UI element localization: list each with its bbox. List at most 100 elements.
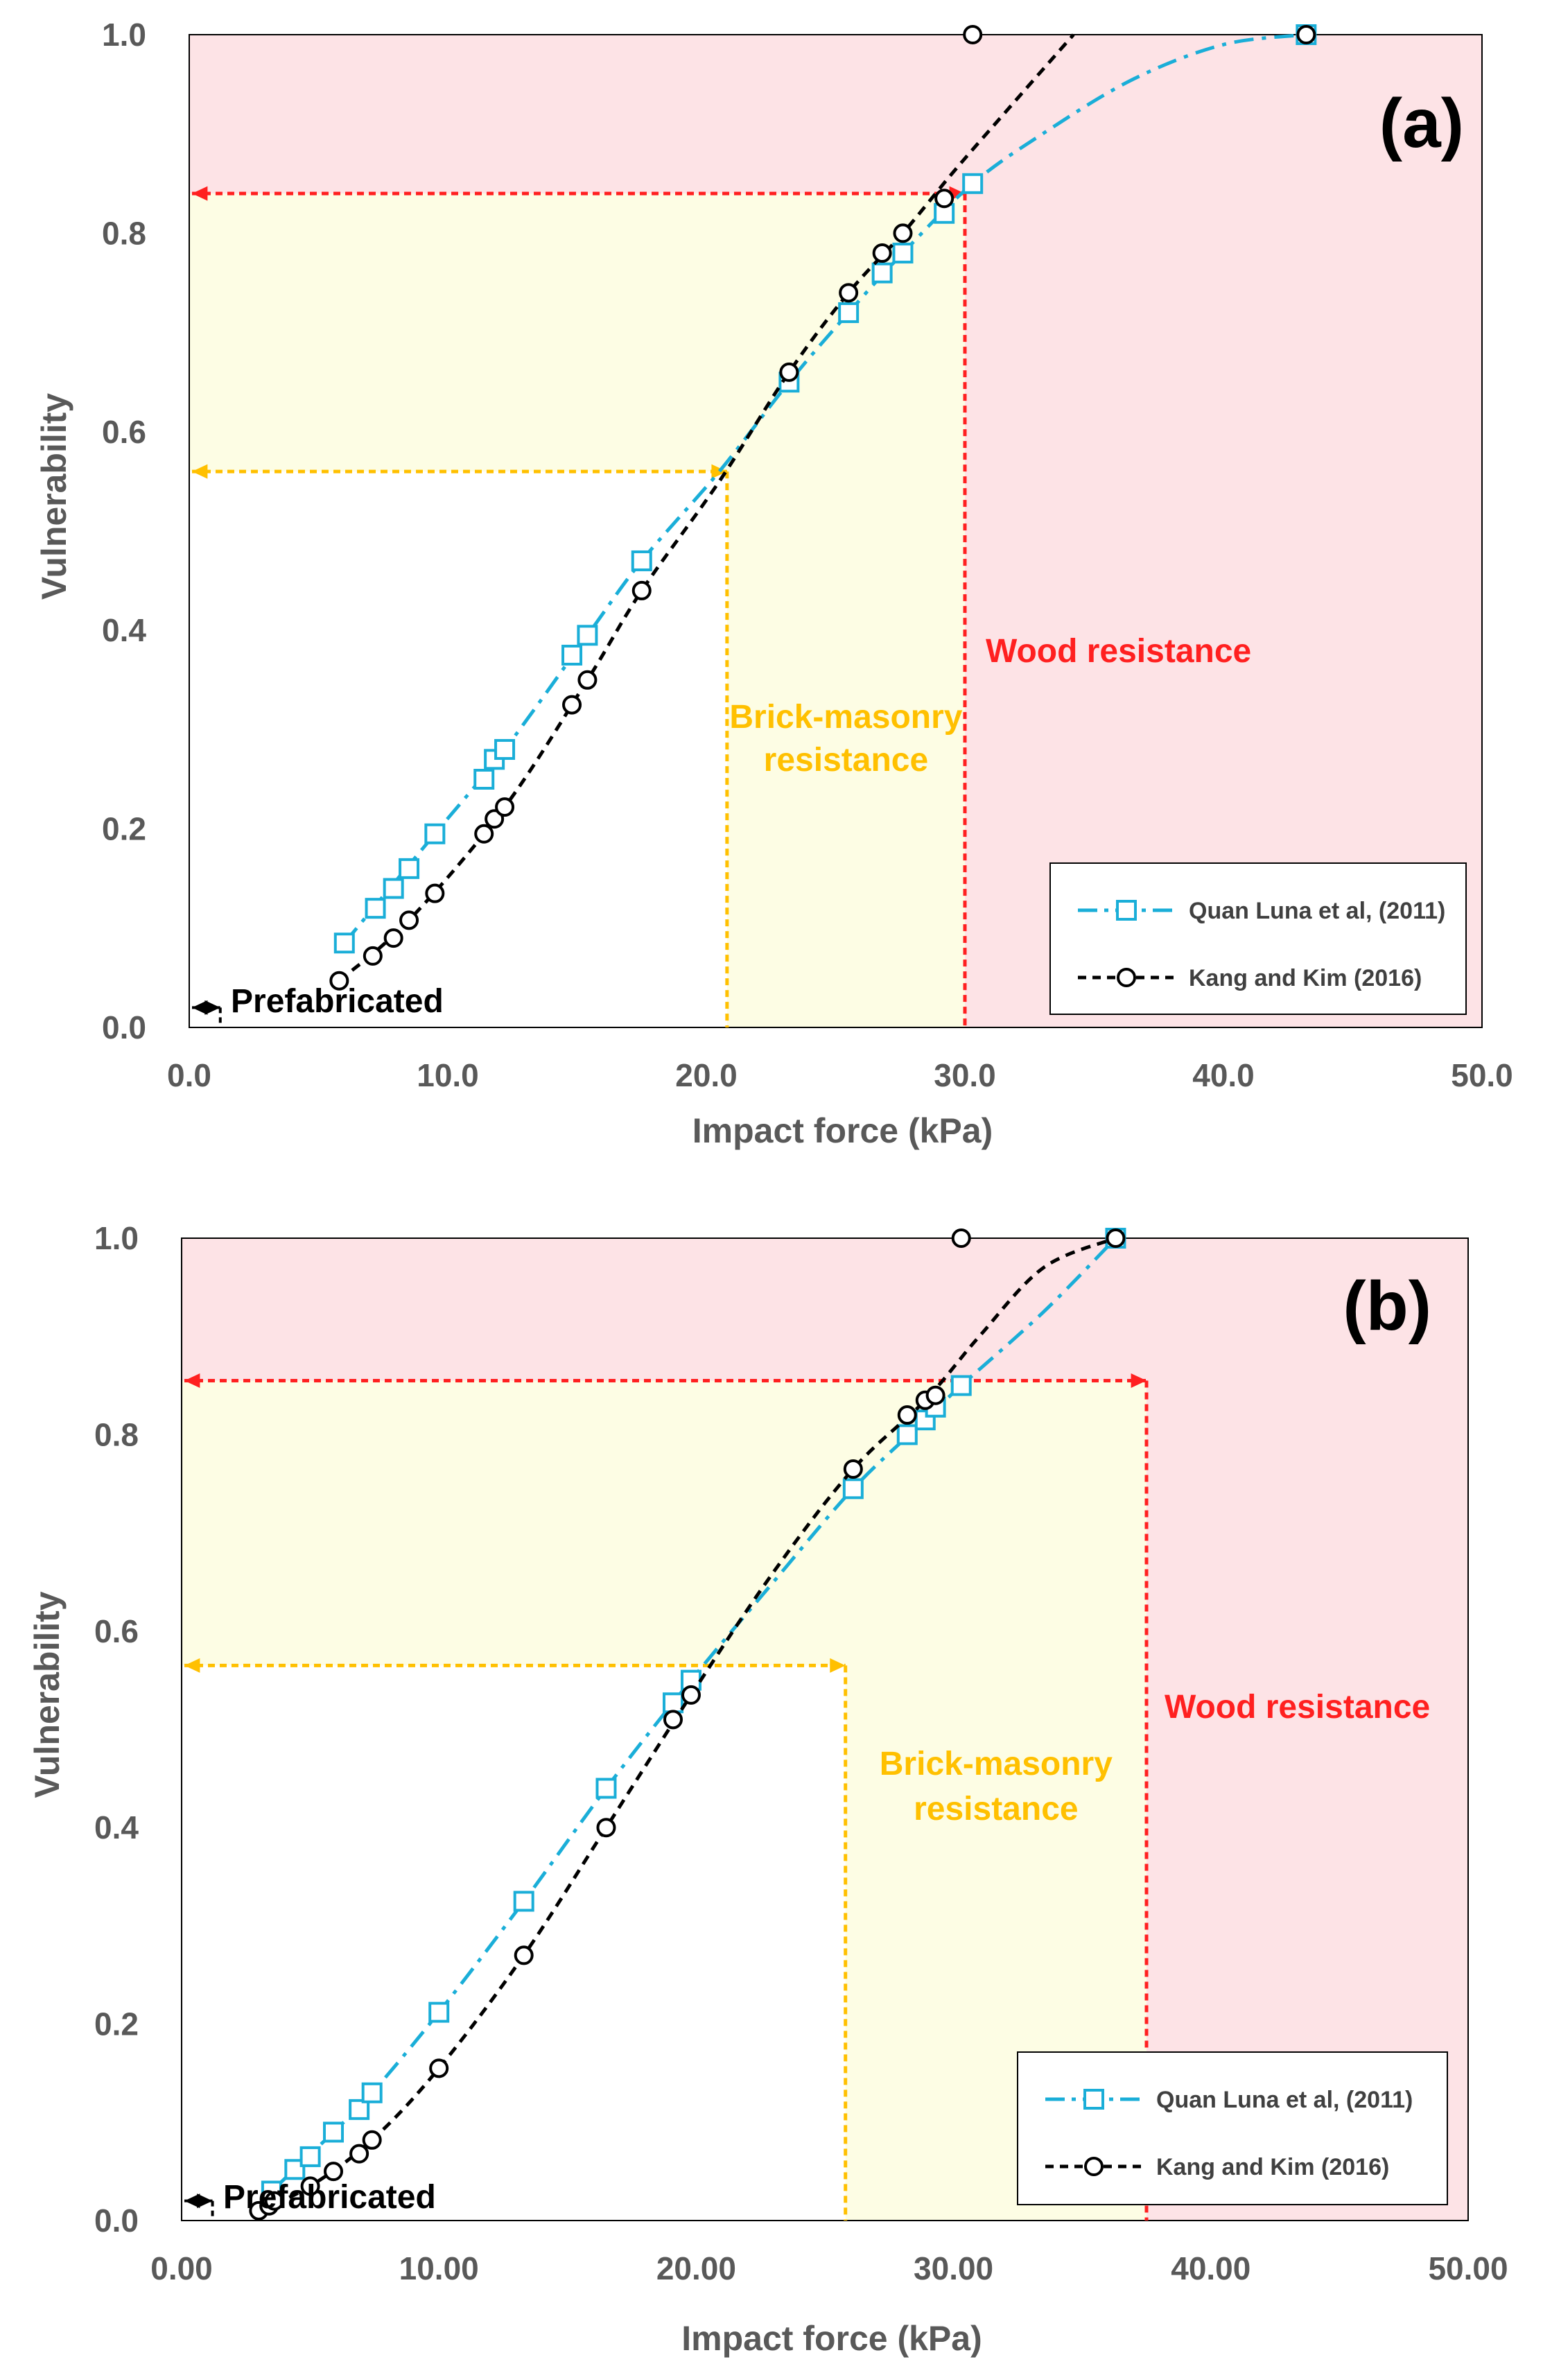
panel-label: (a) [1379, 85, 1464, 162]
wood-resistance-label: Wood resistance [986, 633, 1251, 670]
quan-luna-marker [365, 898, 386, 919]
y-tick-label: 0.2 [94, 2006, 139, 2042]
x-axis-ticks: 0.00 10.00 20.00 30.00 40.00 50.00 [150, 2250, 1508, 2286]
plot-area-frame [189, 34, 1483, 1028]
quan-luna-marker [323, 2121, 345, 2143]
y-axis-ticks: 0.0 0.2 0.4 0.6 0.8 1.0 [94, 1220, 139, 2239]
kang-kim-marker [329, 971, 349, 991]
legend-symbol-quan [1045, 2089, 1142, 2110]
x-tick-label: 50.0 [1451, 1057, 1513, 1093]
chart-panel-a: 0.0 0.2 0.4 0.6 0.8 1.0 0.0 10.0 20.0 30.0 40.0 50… [35, 17, 1513, 1150]
quan-luna-marker [595, 1778, 617, 1799]
quan-luna-marker [892, 243, 914, 264]
brick-resistance-label: resistance [764, 742, 929, 779]
quan-luna-marker [513, 1891, 534, 1912]
y-tick-label: 0.0 [94, 2203, 139, 2239]
quan-luna-marker [424, 823, 446, 844]
kang-kim-marker [1296, 25, 1316, 44]
quan-luna-marker [399, 858, 420, 879]
kang-kim-marker [779, 362, 799, 382]
y-axis-label: Vulnerability [35, 393, 73, 600]
y-tick-label: 0.0 [102, 1009, 146, 1045]
quan-luna-marker [361, 2082, 383, 2103]
data-series [249, 1228, 1126, 2221]
quan-luna-marker [662, 1692, 683, 1714]
prefabricated-arrow-left [192, 1000, 208, 1015]
x-tick-label: 30.00 [914, 2250, 993, 2286]
kang-kim-marker [363, 946, 383, 966]
legend-circle-marker [1084, 2157, 1104, 2176]
kang-kim-marker [681, 1685, 701, 1705]
kang-kim-marker [872, 243, 892, 263]
kang-kim-marker [429, 2058, 449, 2078]
y-tick-label: 0.2 [102, 811, 146, 847]
brick-arrow-left [192, 464, 208, 479]
brick-masonry-label: Brick-masonry [880, 1746, 1113, 1782]
quan-luna-marker [962, 173, 984, 194]
y-tick-label: 0.8 [102, 215, 146, 251]
y-axis-label: Vulnerability [28, 1591, 67, 1798]
brick-masonry-label: Brick-masonry [729, 699, 962, 736]
kang-kim-marker [897, 1405, 917, 1425]
x-tick-label: 10.00 [399, 2250, 479, 2286]
y-tick-label: 1.0 [94, 1220, 139, 1256]
y-tick-label: 0.6 [102, 414, 146, 450]
quan-luna-marker [494, 739, 516, 761]
kang-kim-marker [383, 928, 403, 948]
prefabricated-arrow-right [204, 1000, 220, 1015]
kang-kim-marker [495, 797, 515, 817]
x-tick-label: 50.00 [1428, 2250, 1508, 2286]
x-axis-label: Impact force (kPa) [681, 2319, 982, 2358]
quan-luna-marker [577, 625, 598, 646]
legend-entry-kang: Kang and Kim (2016) [1156, 2154, 1389, 2180]
kang-kim-marker [324, 2162, 344, 2182]
x-tick-label: 0.0 [167, 1057, 211, 1093]
legend: Quan Luna et al, (2011) Kang and Kim (20… [1049, 862, 1467, 1015]
kang-kim-marker [843, 1459, 863, 1479]
x-tick-label: 30.0 [934, 1057, 996, 1093]
panel-label: (b) [1343, 1267, 1431, 1345]
y-tick-label: 0.4 [94, 1809, 139, 1845]
quan-luna-marker [842, 1478, 864, 1500]
y-tick-label: 0.8 [94, 1416, 139, 1452]
y-tick-label: 0.6 [94, 1613, 139, 1649]
legend-box [1049, 862, 1467, 1015]
kang-kim-marker [264, 2191, 284, 2211]
x-tick-label: 10.0 [417, 1057, 479, 1093]
legend-symbol-quan [1078, 900, 1175, 921]
quan-luna-marker [561, 645, 583, 666]
prefabricated-arrow-right [197, 2194, 213, 2209]
x-tick-label: 40.0 [1192, 1057, 1255, 1093]
kang-kim-marker [963, 25, 983, 44]
legend-symbol-kang [1045, 2157, 1142, 2176]
kang-kim-marker [514, 1945, 534, 1965]
quan-luna-marker [631, 550, 652, 571]
plot-area-frame [181, 1237, 1469, 2221]
kang-kim-marker [934, 189, 954, 209]
legend-circle-marker [1117, 968, 1136, 987]
chart-panel-b: 0.0 0.2 0.4 0.6 0.8 1.0 0.00 10.00 20.00 30.00 40… [28, 1220, 1508, 2358]
kang-kim-marker [893, 223, 913, 243]
data-series [329, 24, 1317, 991]
x-tick-label: 0.00 [150, 2250, 213, 2286]
kang-kim-marker [399, 910, 419, 930]
y-tick-label: 1.0 [102, 17, 146, 53]
y-axis-ticks: 0.0 0.2 0.4 0.6 0.8 1.0 [102, 17, 146, 1045]
quan-luna-marker [473, 769, 495, 790]
quan-luna-marker [428, 2001, 450, 2023]
kang-kim-marker [596, 1818, 616, 1838]
quan-luna-marker [299, 2146, 321, 2167]
y-tick-label: 0.4 [102, 612, 146, 648]
kang-kim-marker [425, 883, 445, 903]
kang-kim-marker [485, 809, 505, 829]
legend-entry-quan: Quan Luna et al, (2011) [1156, 2087, 1413, 2113]
x-tick-label: 20.00 [656, 2250, 736, 2286]
quan-luna-marker [896, 1424, 918, 1445]
kang-kim-marker [577, 670, 598, 690]
brick-arrow-left [184, 1658, 200, 1673]
prefabricated-arrow-left [184, 2194, 200, 2209]
legend: Quan Luna et al, (2011) Kang and Kim (20… [1017, 2051, 1448, 2205]
wood-arrow-right [1131, 1373, 1147, 1388]
quan-luna-marker [871, 262, 893, 284]
quan-luna-marker [950, 1375, 972, 1396]
